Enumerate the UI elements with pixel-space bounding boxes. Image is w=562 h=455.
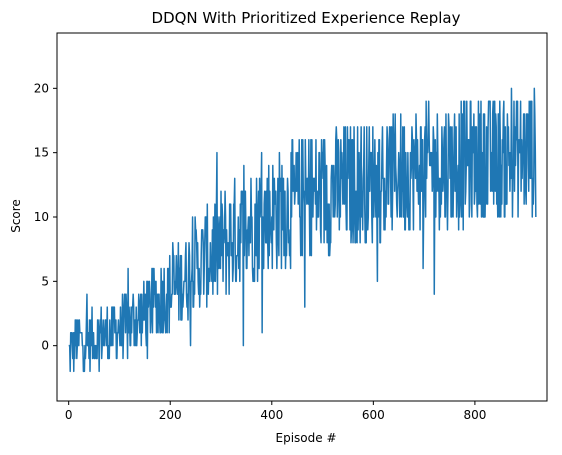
chart-title: DDQN With Prioritized Experience Replay: [152, 9, 461, 27]
x-tick-label: 200: [159, 408, 182, 422]
axes-frame: [56, 32, 548, 402]
x-tick-label: 600: [362, 408, 385, 422]
plot-area: [68, 87, 537, 373]
y-tick-label: 20: [34, 81, 49, 95]
y-tick-label: 15: [34, 146, 49, 160]
x-tick-label: 800: [463, 408, 486, 422]
x-axis-label: Episode #: [276, 431, 337, 445]
score-series-line: [68, 87, 537, 373]
x-tick-label: 0: [65, 408, 73, 422]
y-tick-label: 10: [34, 210, 49, 224]
y-axis-label: Score: [9, 199, 23, 233]
y-axis-ticks: 0 5 10 15 20: [34, 81, 57, 353]
y-tick-label: 0: [41, 339, 49, 353]
y-tick-label: 5: [41, 274, 49, 288]
x-tick-label: 400: [260, 408, 283, 422]
x-axis-ticks: 0 200 400 600 800: [65, 401, 486, 422]
